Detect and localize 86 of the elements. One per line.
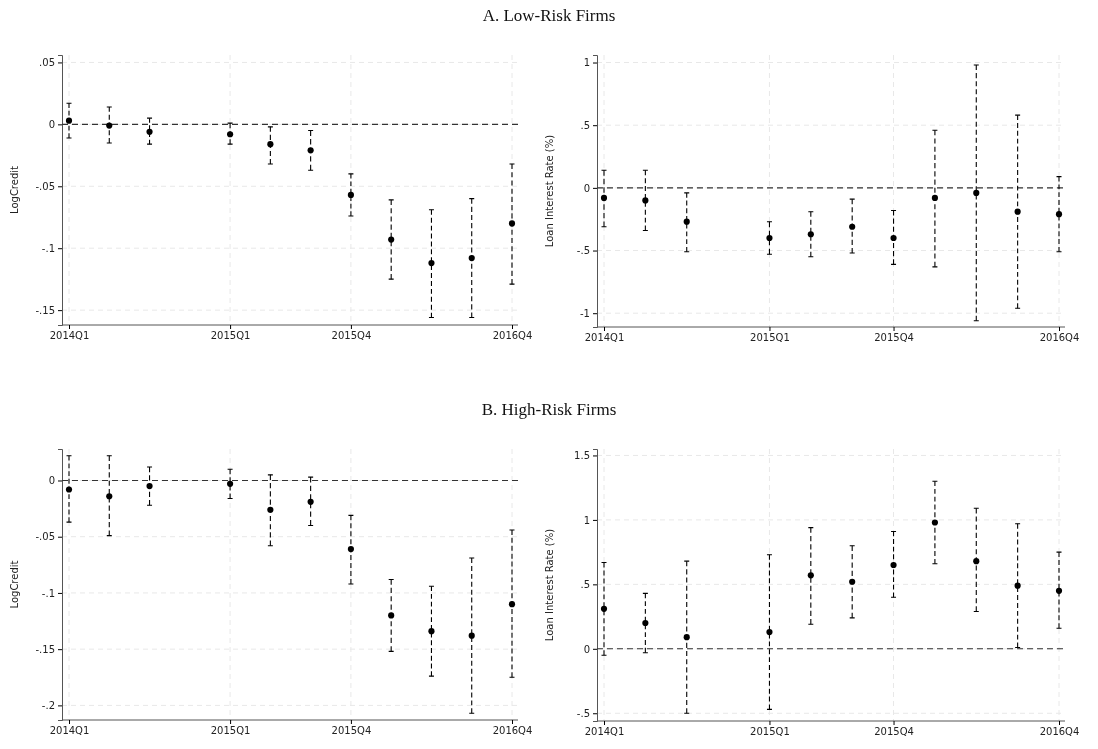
point [307, 147, 314, 154]
point [642, 619, 649, 627]
point [973, 189, 980, 196]
y-tick-label: .5 [580, 119, 590, 131]
y-tick-label: 0 [583, 643, 590, 655]
point [468, 632, 475, 639]
point [227, 131, 234, 138]
chart-title: A. Low-Risk Firms [482, 6, 616, 25]
x-tick-label: 2014Q1 [49, 330, 90, 342]
point [683, 634, 690, 641]
x-tick-label: 2015Q1 [210, 725, 251, 737]
point [307, 498, 314, 505]
y-tick-label: 1 [583, 57, 590, 69]
point [267, 141, 274, 148]
point [931, 519, 938, 526]
y-tick-label: -.15 [35, 643, 55, 655]
point [766, 628, 773, 636]
point [642, 197, 649, 204]
point [890, 561, 897, 569]
y-tick-label: 1 [583, 514, 590, 526]
point [347, 545, 354, 553]
x-tick-label: 2015Q1 [210, 330, 251, 342]
x-tick-label: 2015Q4 [331, 330, 372, 342]
point [65, 117, 73, 124]
x-tick-label: 2015Q1 [750, 332, 790, 344]
point [65, 486, 73, 493]
point [428, 628, 435, 635]
point [388, 236, 395, 243]
point [347, 191, 354, 199]
y-axis-title: LogCredit [9, 165, 20, 214]
point [146, 483, 153, 490]
point [807, 572, 814, 579]
point [1055, 587, 1063, 594]
y-tick-label: -.1 [41, 587, 55, 599]
y-tick-label: 0 [48, 119, 55, 131]
x-tick-label: 2015Q4 [874, 332, 914, 344]
point [849, 578, 856, 585]
y-tick-label: 0 [583, 182, 590, 194]
point [106, 122, 113, 129]
point [766, 234, 773, 242]
point [1014, 208, 1021, 215]
chart-title: B. High-Risk Firms [481, 400, 617, 419]
x-tick-label: 2014Q1 [49, 725, 90, 737]
y-axis-title: Loan Interest Rate (%) [544, 528, 555, 642]
y-tick-label: .5 [580, 579, 590, 591]
x-tick-label: 2015Q1 [750, 726, 790, 738]
y-tick-label: .05 [39, 57, 55, 69]
point [1055, 211, 1063, 218]
point [267, 506, 274, 513]
point [508, 601, 516, 608]
x-tick-label: 2016Q4 [1039, 332, 1080, 344]
point [106, 493, 113, 500]
point [931, 194, 938, 201]
y-tick-label: 0 [48, 475, 55, 487]
x-tick-label: 2016Q4 [1039, 726, 1080, 738]
point [890, 234, 897, 242]
point [600, 605, 608, 612]
x-tick-label: 2016Q4 [492, 725, 533, 737]
point [508, 220, 516, 227]
y-tick-label: -.05 [35, 180, 55, 192]
y-axis-title: Loan Interest Rate (%) [544, 134, 555, 248]
y-tick-label: -.5 [576, 245, 590, 257]
y-tick-label: -.05 [35, 531, 55, 543]
point [973, 558, 980, 565]
x-tick-label: 2016Q4 [492, 330, 533, 342]
y-tick-label: -.2 [41, 700, 55, 712]
point [807, 231, 814, 238]
point [683, 218, 690, 225]
point [468, 255, 475, 262]
point [388, 612, 395, 619]
point [1014, 582, 1021, 589]
y-tick-label: 1.5 [574, 450, 590, 462]
point [849, 223, 856, 230]
y-tick-label: -.1 [41, 242, 55, 254]
x-tick-label: 2015Q4 [331, 725, 372, 737]
x-tick-label: 2014Q1 [584, 332, 625, 344]
y-tick-label: -1 [580, 307, 590, 319]
point [146, 128, 153, 135]
point [227, 480, 234, 487]
point [600, 194, 608, 201]
y-tick-label: -.5 [576, 707, 590, 719]
x-tick-label: 2015Q4 [874, 726, 914, 738]
y-tick-label: -.15 [35, 304, 55, 316]
y-axis-title: LogCredit [9, 560, 20, 609]
point [428, 259, 435, 267]
x-tick-label: 2014Q1 [584, 726, 625, 738]
